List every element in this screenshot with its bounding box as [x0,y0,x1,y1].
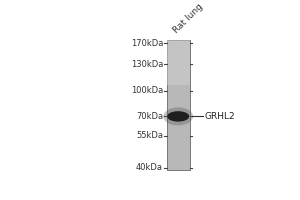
Ellipse shape [167,111,189,122]
Text: 100kDa: 100kDa [131,86,163,95]
Text: Rat lung: Rat lung [172,2,205,35]
Bar [167,40,190,170]
Text: 55kDa: 55kDa [136,131,163,140]
Text: 40kDa: 40kDa [136,163,163,172]
Bar [167,40,190,85]
Text: 70kDa: 70kDa [136,112,163,121]
Text: GRHL2: GRHL2 [205,112,236,121]
Text: 130kDa: 130kDa [131,60,163,69]
Ellipse shape [163,107,193,125]
Text: 170kDa: 170kDa [131,39,163,48]
